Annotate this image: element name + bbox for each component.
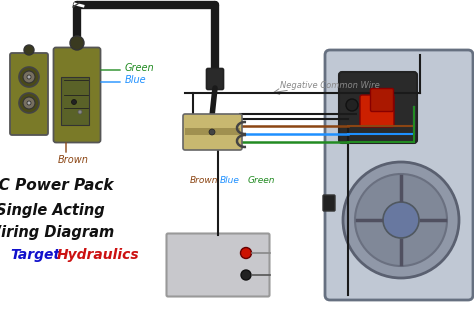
Circle shape: [23, 97, 35, 109]
FancyBboxPatch shape: [371, 88, 393, 112]
Circle shape: [346, 99, 358, 111]
Text: Green: Green: [125, 63, 155, 73]
Circle shape: [24, 45, 34, 55]
FancyBboxPatch shape: [10, 53, 48, 135]
Circle shape: [383, 202, 419, 238]
Text: Hydraulics: Hydraulics: [57, 248, 140, 262]
Circle shape: [72, 99, 76, 104]
Circle shape: [355, 174, 447, 266]
Circle shape: [70, 36, 84, 50]
Text: Blue: Blue: [220, 176, 240, 185]
FancyBboxPatch shape: [207, 69, 224, 90]
Circle shape: [209, 129, 215, 135]
Text: Wiring Diagram: Wiring Diagram: [0, 225, 115, 239]
Circle shape: [19, 93, 39, 113]
FancyBboxPatch shape: [54, 48, 100, 142]
Text: Blue: Blue: [125, 75, 146, 85]
Circle shape: [241, 270, 251, 280]
Circle shape: [27, 75, 31, 79]
FancyBboxPatch shape: [325, 50, 473, 300]
Text: DC Power Pack: DC Power Pack: [0, 177, 114, 193]
Text: Single Acting: Single Acting: [0, 202, 104, 218]
FancyBboxPatch shape: [61, 77, 89, 125]
Circle shape: [343, 162, 459, 278]
Text: Green: Green: [248, 176, 275, 185]
Text: Negative Common Wire: Negative Common Wire: [280, 81, 380, 90]
FancyBboxPatch shape: [166, 234, 270, 297]
Circle shape: [19, 67, 39, 87]
Circle shape: [240, 248, 252, 259]
Text: Target: Target: [10, 248, 60, 262]
Text: Brown: Brown: [58, 155, 89, 165]
Circle shape: [78, 110, 82, 114]
Text: Brown: Brown: [190, 176, 219, 185]
FancyBboxPatch shape: [323, 195, 335, 211]
FancyBboxPatch shape: [185, 128, 240, 135]
FancyBboxPatch shape: [339, 72, 417, 143]
FancyBboxPatch shape: [183, 114, 242, 150]
Circle shape: [27, 101, 31, 105]
Circle shape: [23, 71, 35, 83]
FancyBboxPatch shape: [360, 95, 394, 127]
